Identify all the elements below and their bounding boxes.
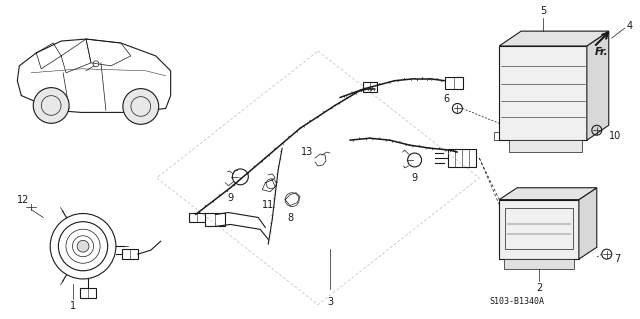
Text: 12: 12 <box>17 195 29 204</box>
Text: 10: 10 <box>609 131 621 141</box>
Bar <box>189 212 205 222</box>
Text: 5: 5 <box>540 6 546 16</box>
Text: 2: 2 <box>536 283 542 293</box>
Text: 3: 3 <box>327 297 333 307</box>
Text: 11: 11 <box>262 200 275 210</box>
Text: 13: 13 <box>301 147 313 157</box>
Text: 6: 6 <box>444 93 449 104</box>
Polygon shape <box>504 259 574 269</box>
Polygon shape <box>499 31 609 46</box>
Text: 8: 8 <box>287 212 293 223</box>
Text: 9: 9 <box>412 173 418 183</box>
Bar <box>445 77 463 89</box>
Polygon shape <box>499 188 596 200</box>
Bar <box>205 212 225 226</box>
Bar <box>122 249 138 259</box>
Bar <box>80 288 96 298</box>
Circle shape <box>123 89 159 124</box>
Text: 1: 1 <box>70 301 76 311</box>
Bar <box>449 149 476 167</box>
Polygon shape <box>499 46 587 140</box>
Polygon shape <box>499 200 579 259</box>
Text: S103-B1340A: S103-B1340A <box>489 297 544 306</box>
Circle shape <box>77 240 89 252</box>
Polygon shape <box>587 31 609 140</box>
Circle shape <box>33 88 69 123</box>
Text: 7: 7 <box>614 254 620 264</box>
Bar <box>363 82 377 92</box>
Polygon shape <box>509 140 582 152</box>
Polygon shape <box>579 188 596 259</box>
Text: 4: 4 <box>627 21 633 31</box>
Text: Fr.: Fr. <box>595 47 609 57</box>
Text: 9: 9 <box>227 193 234 203</box>
